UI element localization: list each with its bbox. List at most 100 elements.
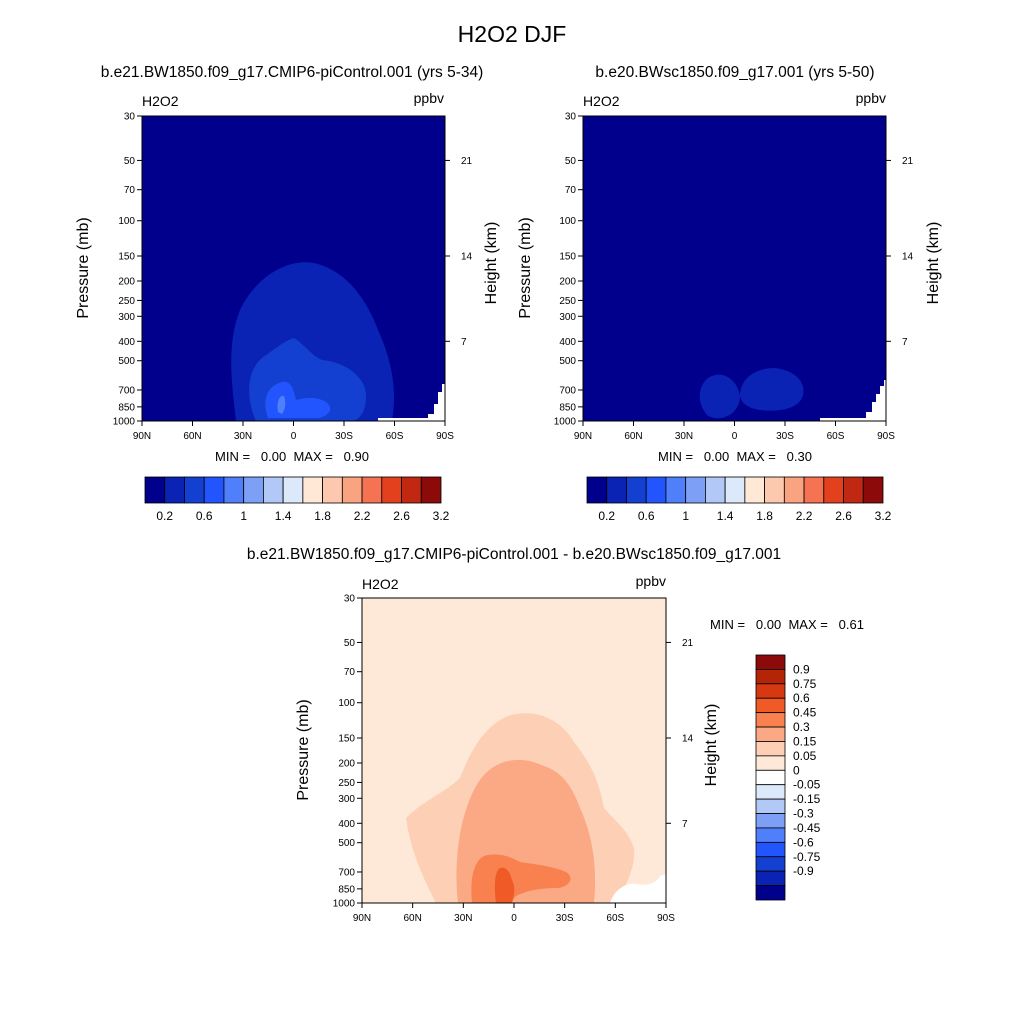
x-tick-label: 30S: [556, 913, 574, 924]
panel-b-stats: MIN = 0.00 MAX = 0.30: [658, 449, 812, 464]
colorbar-swatch: [755, 697, 786, 714]
colorbar-swatch: [755, 813, 786, 829]
colorbar-swatch: [755, 798, 786, 814]
panel-c-ylabel-right: Height (km): [703, 704, 720, 787]
colorbar-swatch: [755, 669, 786, 685]
panel-a-var-label: H2O2: [142, 93, 179, 109]
y-tick-label: 250: [338, 778, 355, 789]
panel-c-title: b.e21.BW1850.f09_g17.CMIP6-piControl.001…: [247, 546, 781, 563]
colorbar-swatch: [626, 476, 647, 504]
x-tick-label: 60S: [386, 431, 404, 442]
colorbar-label: -0.75: [793, 850, 821, 864]
colorbar-swatch: [401, 476, 422, 504]
colorbar-label: -0.45: [793, 821, 821, 835]
y-tick-label: 150: [559, 251, 576, 262]
panel-b-y-axis: 30 50 70 100 150 200 250 300 400 500 700 850 1000: [554, 112, 583, 428]
x-tick-label: 60S: [606, 913, 624, 924]
colorbar-swatch: [381, 476, 402, 504]
y-tick-label: 250: [118, 296, 135, 307]
y-tick-label: 1000: [113, 417, 136, 428]
panel-c-ylabel: Pressure (mb): [295, 699, 312, 800]
colorbar-label: 1.4: [717, 509, 734, 523]
colorbar-swatch: [843, 476, 864, 504]
colorbar-label: 0.9: [793, 662, 810, 676]
colorbar-swatch: [645, 476, 667, 504]
colorbar-label: -0.9: [793, 864, 814, 878]
colorbar-swatch: [420, 476, 442, 504]
colorbar-swatch: [341, 476, 363, 504]
panel-b-ylabel-right: Height (km): [925, 222, 942, 305]
colorbar-swatch: [665, 476, 687, 504]
y-tick-label: 50: [344, 638, 356, 649]
colorbar-swatch: [144, 476, 166, 504]
panel-b-ylabel: Pressure (mb): [517, 217, 534, 318]
colorbar-swatch: [203, 476, 225, 504]
colorbar-swatch: [755, 654, 786, 670]
colorbar-swatch: [755, 784, 786, 800]
colorbar-label: 0.05: [793, 749, 817, 763]
x-tick-label: 90S: [877, 431, 895, 442]
colorbar-label: 1: [682, 509, 689, 523]
colorbar-label: 0.2: [598, 509, 615, 523]
x-tick-label: 90S: [657, 913, 675, 924]
x-tick-label: 30N: [675, 431, 693, 442]
colorbar-label: -0.6: [793, 835, 814, 849]
colorbar-swatch: [302, 476, 324, 504]
y-tick-label: 50: [124, 156, 136, 167]
colorbar-label: 0.2: [156, 509, 173, 523]
y-tick-label: 300: [118, 312, 135, 323]
panel-a-contour-level-4: [277, 395, 286, 414]
x-tick-label: 90N: [133, 431, 151, 442]
panel-a-ylabel: Pressure (mb): [75, 217, 92, 318]
colorbar-label: -0.3: [793, 807, 814, 821]
panel-b-surface-mask: [820, 380, 886, 421]
y-tick-label: 400: [559, 337, 576, 348]
y-tick-label: 200: [559, 277, 576, 288]
y-tick-label: 250: [559, 296, 576, 307]
x-tick-label: 30N: [454, 913, 472, 924]
colorbar-swatch: [755, 726, 786, 742]
colorbar-swatch: [724, 476, 746, 504]
y-tick-label: 700: [118, 385, 135, 396]
colorbar-swatch: [755, 741, 786, 757]
colorbar-label: 2.6: [835, 509, 852, 523]
panel-b-contour-left: [699, 374, 740, 419]
y-right-tick-label: 14: [682, 733, 694, 744]
colorbar-swatch: [755, 769, 786, 786]
y-right-tick-label: 21: [682, 638, 694, 649]
colorbar-label: 0.6: [793, 691, 810, 705]
panel-c: b.e21.BW1850.f09_g17.CMIP6-piControl.001…: [247, 546, 864, 924]
colorbar-label: 3.2: [433, 509, 450, 523]
colorbar-swatch: [606, 476, 627, 504]
y-tick-label: 850: [338, 884, 355, 895]
x-tick-label: 60N: [624, 431, 642, 442]
x-tick-label: 30S: [335, 431, 353, 442]
colorbar-swatch: [223, 476, 245, 504]
y-tick-label: 850: [559, 402, 576, 413]
x-tick-label: 30N: [234, 431, 252, 442]
y-tick-label: 1000: [554, 417, 577, 428]
y-tick-label: 30: [344, 594, 356, 605]
panel-c-y-right-axis: 21 14 7: [666, 638, 694, 830]
panel-c-stats: MIN = 0.00 MAX = 0.61: [710, 617, 864, 632]
panel-c-x-axis: 90N 60N 30N 0 30S 60S 90S: [353, 903, 675, 924]
panel-b-x-axis: 90N 60N 30N 0 30S 60S 90S: [574, 421, 895, 442]
panel-a-y-right-axis: 21 14 7: [445, 156, 473, 348]
colorbar-swatch: [764, 476, 785, 504]
colorbar-swatch: [705, 476, 726, 504]
panel-c-y-axis: 30 50 70 100 150 200 250 300 400 500 700 850 1000: [333, 594, 362, 910]
y-tick-label: 70: [124, 185, 136, 196]
panel-b-y-right-axis: 21 14 7: [886, 156, 914, 348]
colorbar-swatch: [243, 476, 264, 504]
y-tick-label: 500: [118, 356, 135, 367]
panel-c-surface-white: [610, 874, 666, 903]
colorbar-swatch: [862, 476, 884, 504]
y-tick-label: 400: [118, 337, 135, 348]
y-tick-label: 150: [118, 251, 135, 262]
panel-a-y-axis: 30 50 70 100 150 200 250 300 400 500 700 850 1000: [113, 112, 142, 428]
y-tick-label: 500: [559, 356, 576, 367]
